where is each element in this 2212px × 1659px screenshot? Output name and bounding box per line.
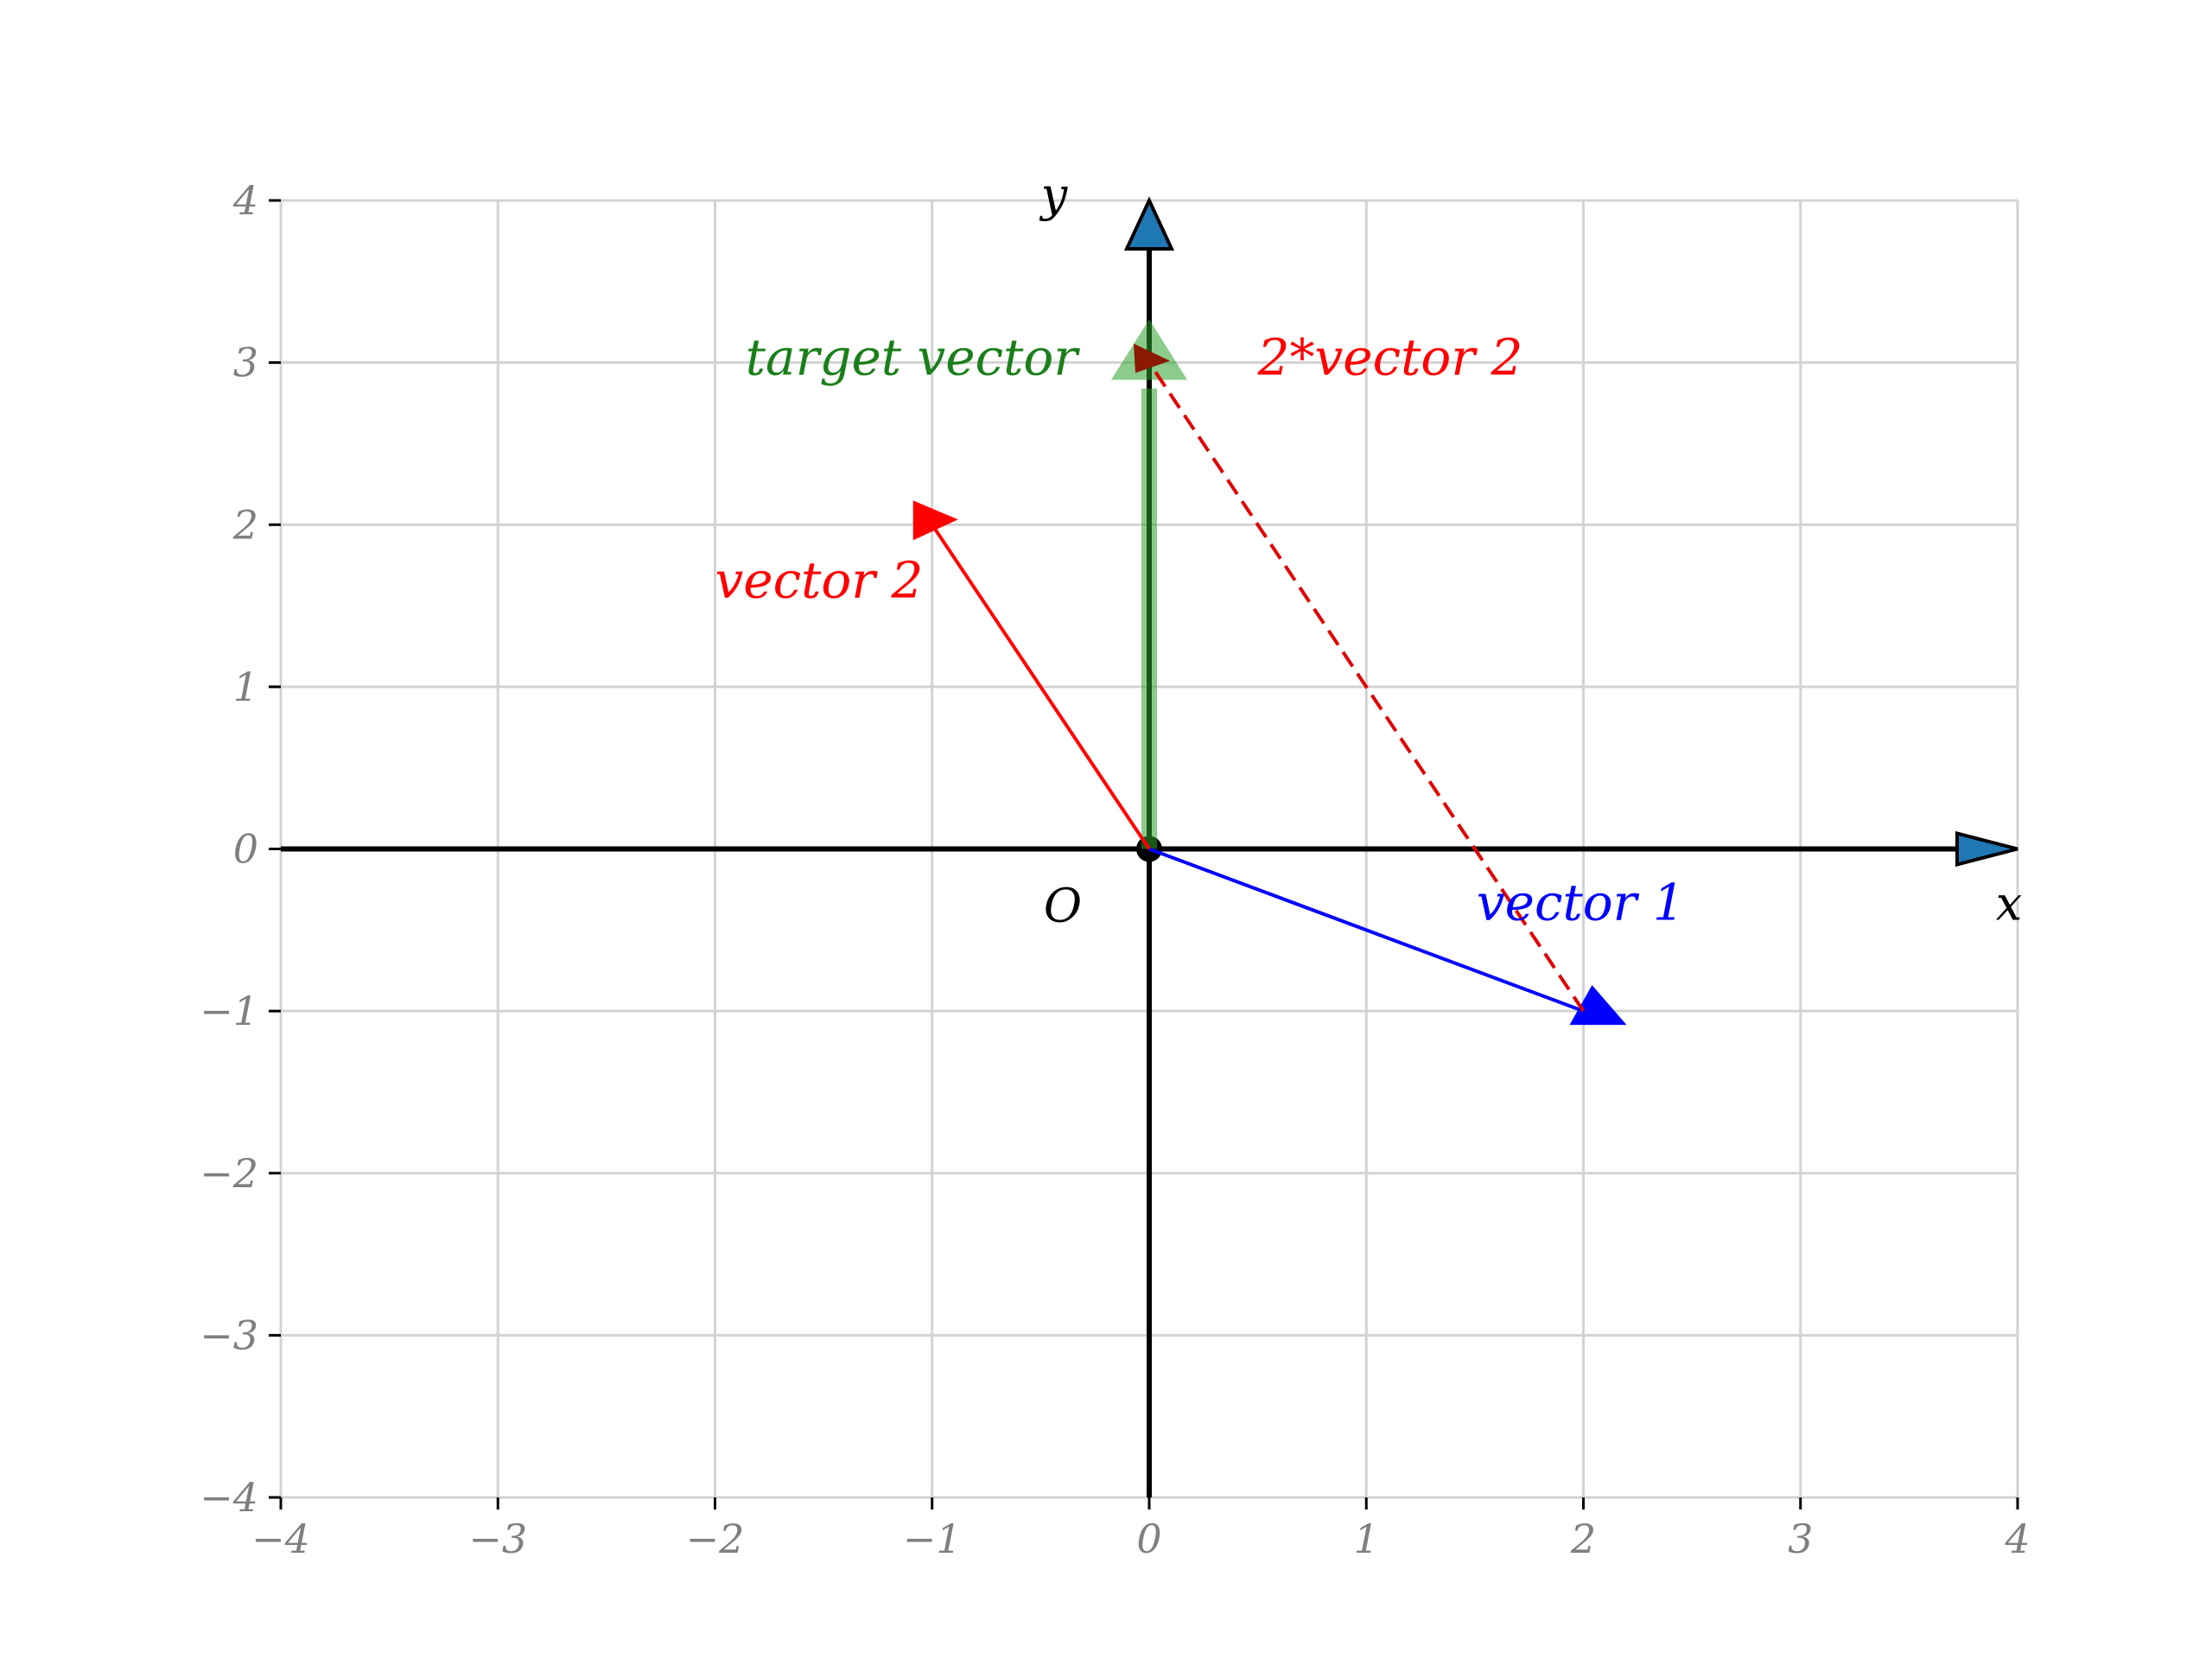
x-tick-label: −2 bbox=[686, 1516, 745, 1562]
y-tick-label: 3 bbox=[233, 340, 258, 386]
y-tick-label: 1 bbox=[233, 664, 258, 710]
y-tick-label: −1 bbox=[200, 988, 258, 1034]
vector-2-label: vector 2 bbox=[715, 551, 924, 610]
x-tick-label: 1 bbox=[1354, 1516, 1379, 1562]
x-tick-label: 2 bbox=[1570, 1516, 1596, 1562]
y-tick-label: 0 bbox=[233, 826, 258, 873]
x-axis-label: x bbox=[1996, 877, 2022, 931]
vector-2-line bbox=[931, 524, 1151, 850]
scaled-vector-2-line bbox=[1147, 361, 1586, 1013]
scaled-vector-2-arrowhead bbox=[1134, 343, 1170, 373]
labels: x y O vector 1 vector 2 2*vector 2 targe… bbox=[715, 168, 2023, 933]
y-tick-label: 4 bbox=[232, 177, 258, 224]
scaled-vector-2-label: 2*vector 2 bbox=[1257, 328, 1523, 387]
x-axis-arrowhead bbox=[1955, 830, 2018, 868]
origin-label: O bbox=[1044, 879, 1082, 933]
y-axis-arrowhead bbox=[1123, 196, 1175, 251]
vector-1-line bbox=[1148, 847, 1585, 1013]
y-tick-label: 2 bbox=[232, 501, 258, 548]
y-tick-label: −2 bbox=[200, 1150, 258, 1197]
x-tick-label: 3 bbox=[1788, 1516, 1813, 1562]
x-tick-label: −4 bbox=[251, 1516, 310, 1562]
x-tick-label: 4 bbox=[2004, 1516, 2030, 1562]
vector-1-label: vector 1 bbox=[1477, 874, 1685, 932]
y-tick-label: −3 bbox=[200, 1312, 258, 1358]
x-tick-label: −3 bbox=[468, 1516, 527, 1562]
target-vector-label: target vector bbox=[746, 328, 1081, 387]
x-tick-label: 0 bbox=[1136, 1516, 1161, 1562]
vector-1-arrowhead bbox=[1569, 985, 1627, 1026]
x-tick-label: −1 bbox=[903, 1516, 962, 1562]
target-vector-arrowhead bbox=[1111, 319, 1187, 380]
y-tick-label: −4 bbox=[200, 1474, 258, 1521]
vectors bbox=[912, 319, 1627, 1026]
vector-2-arrowhead bbox=[912, 500, 958, 541]
y-axis-label: y bbox=[1039, 168, 1069, 222]
ticks: −4 −3 −2 −1 0 1 2 3 4 −4 −3 −2 −1 0 1 2 3 4 bbox=[200, 177, 2030, 1562]
